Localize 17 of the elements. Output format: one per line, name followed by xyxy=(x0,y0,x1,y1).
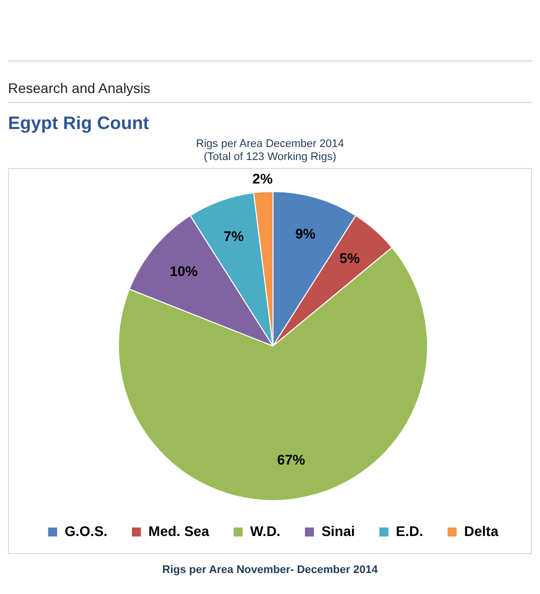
chart-subtitle: Rigs per Area December 2014 xyxy=(195,138,345,151)
data-label: 10% xyxy=(170,263,198,279)
legend-label: E.D. xyxy=(396,522,424,539)
legend-label: W.D. xyxy=(250,522,280,539)
legend-label: Sinai xyxy=(321,522,355,539)
legend-label: Med. Sea xyxy=(148,522,210,539)
data-label: 5% xyxy=(340,250,360,266)
data-label: 7% xyxy=(224,228,244,244)
text: Rigs per Area November- December 2014 xyxy=(161,564,379,576)
chart-title: Egypt Rig Count xyxy=(8,112,150,135)
text: Research and Analysis xyxy=(8,62,532,103)
legend-label: G.O.S. xyxy=(64,522,108,539)
data-label: 9% xyxy=(295,226,316,242)
data-label: 2% xyxy=(252,170,274,187)
legend-label: Delta xyxy=(464,522,499,539)
text: (Total of 123 Working Rigs) xyxy=(202,151,338,164)
data-label: 67% xyxy=(277,451,306,468)
